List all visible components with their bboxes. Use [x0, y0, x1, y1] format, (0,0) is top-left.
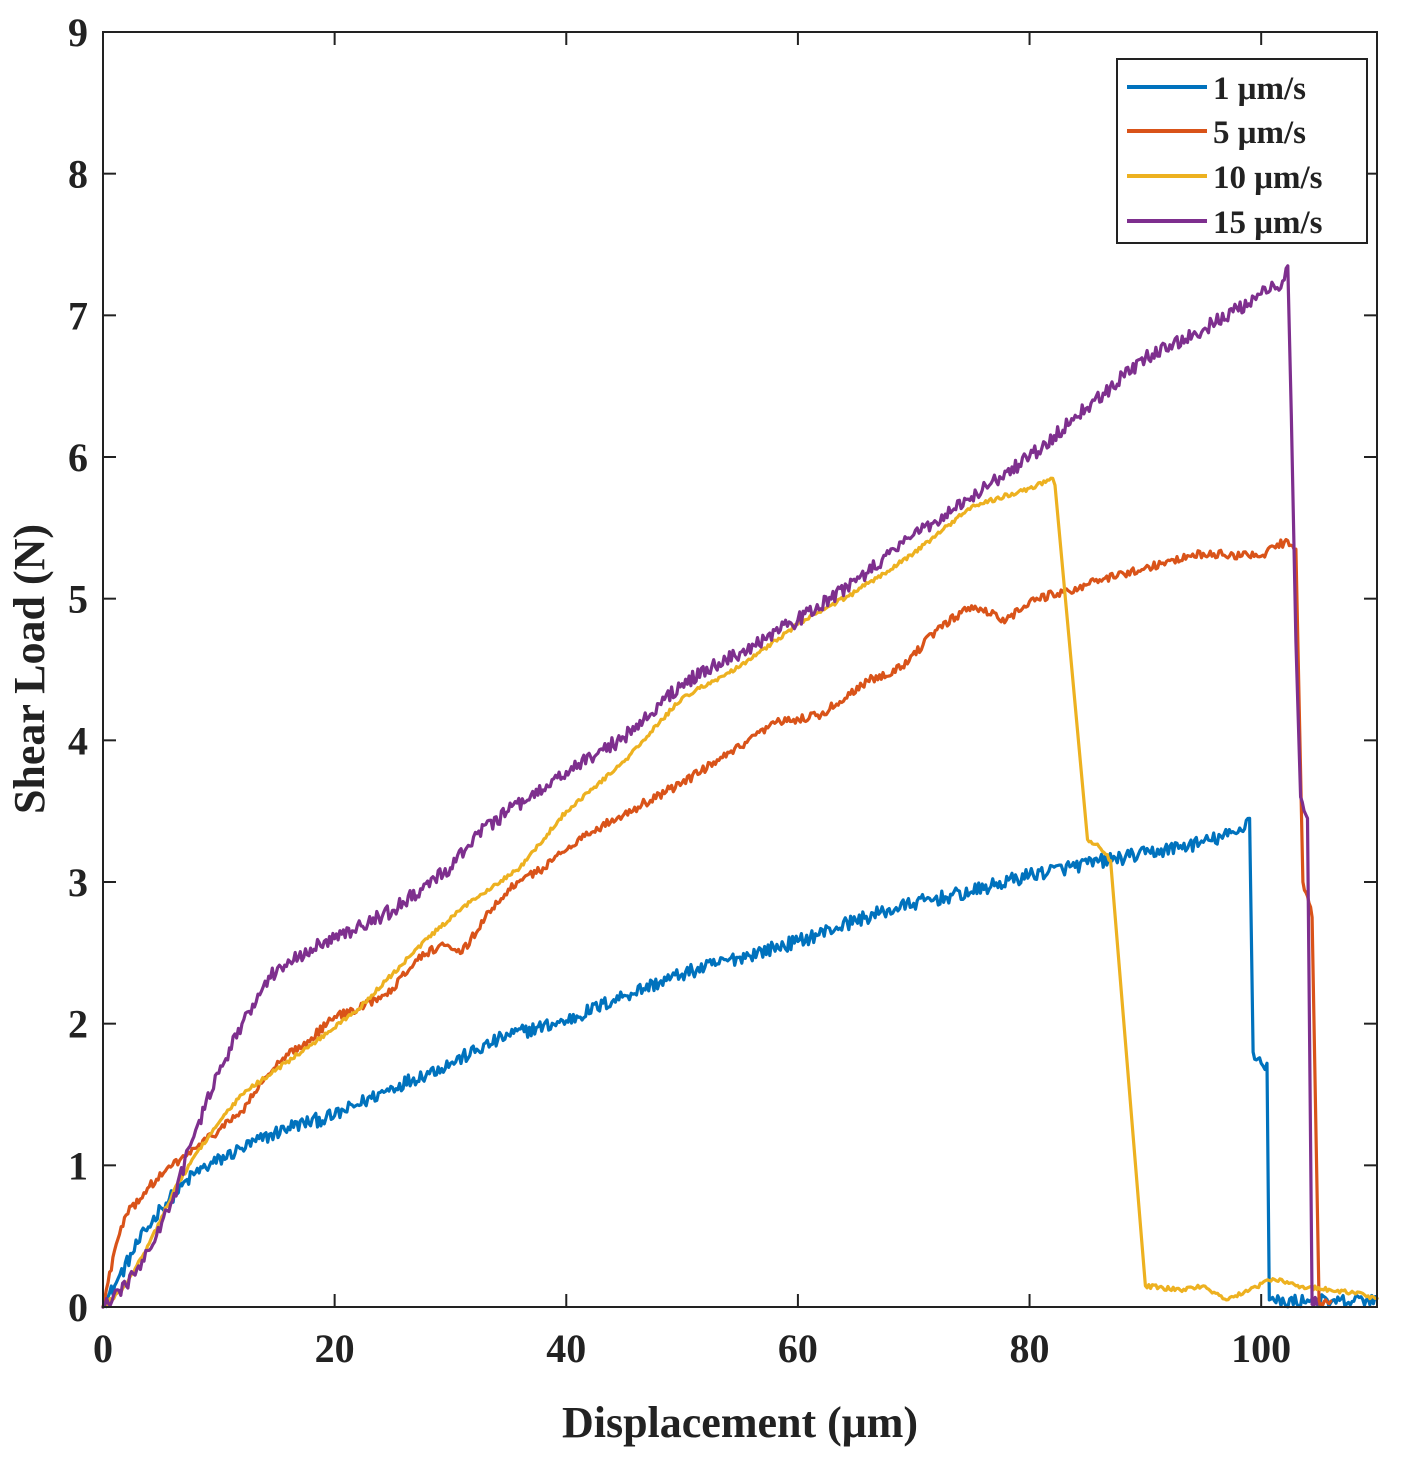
- y-tick-label: 1: [68, 1143, 88, 1188]
- series-layer: [101, 264, 1379, 1309]
- x-tick-label: 40: [546, 1326, 586, 1371]
- x-axis-title: Displacement (μm): [562, 1398, 918, 1447]
- y-tick-label: 6: [68, 435, 88, 480]
- legend-label-3: 10 μm/s: [1213, 160, 1323, 196]
- y-tick-label: 3: [68, 860, 88, 905]
- y-tick-label: 0: [68, 1285, 88, 1330]
- x-tick-label: 20: [315, 1326, 355, 1371]
- series-line-1: [101, 816, 1379, 1309]
- x-tick-label: 0: [93, 1326, 113, 1371]
- y-tick-label: 8: [68, 152, 88, 197]
- tick-layer: [102, 31, 1377, 1308]
- legend-label-1: 1 μm/s: [1213, 71, 1306, 107]
- x-tick-label: 100: [1231, 1326, 1291, 1371]
- y-tick-label: 9: [68, 10, 88, 55]
- tick-label-layer: 0 20 40 60 80 100 0 1 2 3 4 5 6 7 8 9: [68, 10, 1291, 1371]
- y-tick-label: 2: [68, 1002, 88, 1047]
- series-line-4: [101, 264, 1319, 1309]
- x-tick-label: 80: [1010, 1326, 1050, 1371]
- y-axis-title: Shear Load (N): [5, 524, 54, 814]
- series-line-2: [101, 537, 1333, 1309]
- legend-label-2: 5 μm/s: [1213, 115, 1306, 151]
- y-tick-label: 4: [68, 718, 88, 763]
- x-tick-label: 60: [778, 1326, 818, 1371]
- series-line-3: [101, 476, 1379, 1309]
- y-tick-label: 5: [68, 577, 88, 622]
- legend-label-4: 15 μm/s: [1213, 205, 1323, 241]
- legend: 1 μm/s 5 μm/s 10 μm/s 15 μm/s: [1116, 58, 1368, 244]
- legend-box: [1116, 58, 1368, 244]
- plot-area-border: [102, 31, 1378, 1308]
- y-tick-label: 7: [68, 293, 88, 338]
